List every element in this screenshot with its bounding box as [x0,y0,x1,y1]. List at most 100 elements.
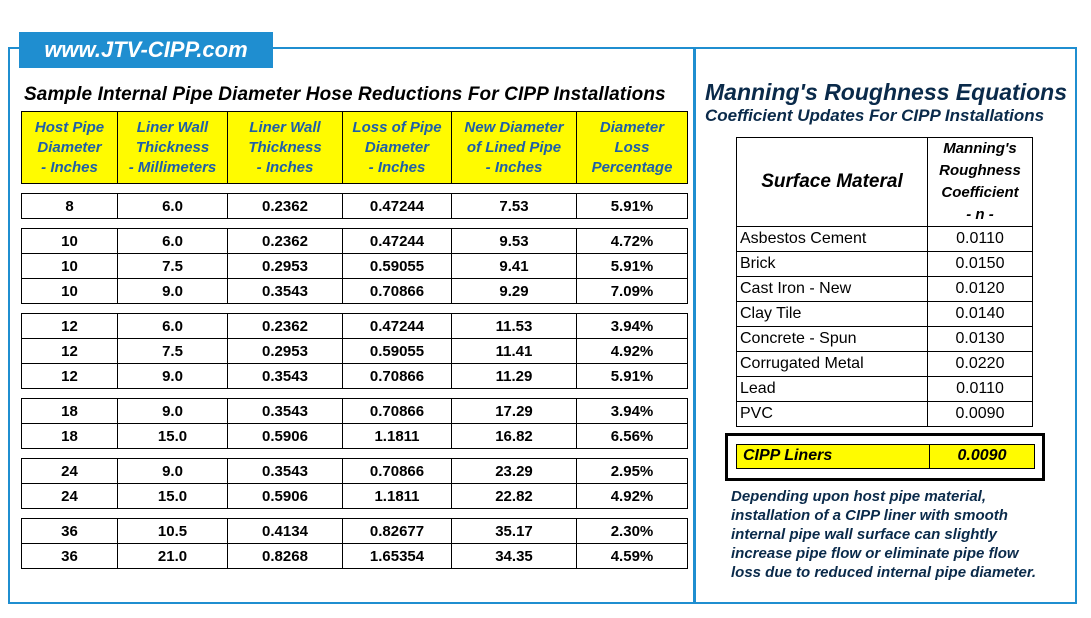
table-cell: 0.59055 [342,253,452,279]
table-cell: 1.65354 [342,543,452,569]
table-cell: 17.29 [451,398,577,424]
table-cell: 0.70866 [342,278,452,304]
table-cell: 22.82 [451,483,577,509]
table-cell: 12 [21,313,118,339]
header-new-diameter: New Diameter of Lined Pipe - Inches [451,111,577,184]
table-row: 12 9.0 0.3543 0.70866 11.29 5.91% [21,363,688,389]
manning-table-body: Asbestos Cement 0.0110 Brick 0.0150 Cast Iro… [736,226,1033,427]
table-cell: 7.09% [576,278,688,304]
table-cell: 18 [21,423,118,449]
spacer-cell [227,448,343,459]
table-cell: 0.2953 [227,253,343,279]
table-row: 10 7.5 0.2953 0.59055 9.41 5.91% [21,253,688,279]
group-spacer [21,388,688,399]
spacer-cell [451,218,577,229]
note-line: Depending upon host pipe material, [731,488,987,505]
material-row: Clay Tile 0.0140 [736,301,1033,327]
spacer-cell [451,303,577,314]
pipe-reduction-table: Host Pipe Diameter - Inches Liner Wall Thic… [21,111,688,569]
spacer-cell [21,388,118,399]
spacer-cell [21,218,118,229]
header-liner-inches: Liner Wall Thickness - Inches [227,111,343,184]
material-row: Asbestos Cement 0.0110 [736,226,1033,252]
spacer-cell [21,448,118,459]
table-cell: 10 [21,253,118,279]
group-spacer [21,303,688,314]
table-cell: 0.5906 [227,423,343,449]
table-cell: 9.0 [117,398,228,424]
table-cell: 2.95% [576,458,688,484]
spacer-cell [576,448,688,459]
header-manning-coefficient: Manning's Roughness Coefficient - n - [927,137,1033,227]
header-loss-percentage: Diameter Loss Percentage [576,111,688,184]
table-cell: 6.0 [117,193,228,219]
table-cell: 0.70866 [342,363,452,389]
spacer-cell [21,303,118,314]
material-name: Concrete - Spun [736,326,928,352]
content-frame [8,47,1077,604]
material-coefficient: 0.0110 [927,226,1033,252]
table-cell: 35.17 [451,518,577,544]
material-row: Corrugated Metal 0.0220 [736,351,1033,377]
material-name: Asbestos Cement [736,226,928,252]
material-row: Cast Iron - New 0.0120 [736,276,1033,302]
table-cell: 5.91% [576,193,688,219]
spacer-cell [117,388,228,399]
table-cell: 0.4134 [227,518,343,544]
manning-title: Manning's Roughness Equations [705,79,1067,105]
spacer-cell [342,218,452,229]
table-cell: 5.91% [576,363,688,389]
material-name: Lead [736,376,928,402]
table-cell: 9.0 [117,278,228,304]
table-row: 24 15.0 0.5906 1.1811 22.82 4.92% [21,483,688,509]
material-name: PVC [736,401,928,427]
table-cell: 5.91% [576,253,688,279]
spacer-cell [117,183,228,194]
table-cell: 12 [21,363,118,389]
table-cell: 0.70866 [342,458,452,484]
table-cell: 6.0 [117,228,228,254]
table-cell: 0.47244 [342,193,452,219]
table-cell: 0.2953 [227,338,343,364]
table-cell: 9.29 [451,278,577,304]
table-cell: 0.2362 [227,313,343,339]
group-spacer [21,448,688,459]
spacer-cell [117,448,228,459]
table-cell: 11.29 [451,363,577,389]
material-coefficient: 0.0090 [927,401,1033,427]
spacer-cell [227,508,343,519]
table-cell: 7.53 [451,193,577,219]
cipp-liners-label: CIPP Liners [743,447,833,464]
table-cell: 8 [21,193,118,219]
table-cell: 3.94% [576,313,688,339]
table-cell: 34.35 [451,543,577,569]
spacer-cell [342,508,452,519]
material-coefficient: 0.0140 [927,301,1033,327]
site-url-badge[interactable]: www.JTV-CIPP.com [19,32,273,68]
manning-header-row: Surface Materal Manning's Roughness Coeff… [736,137,1033,227]
table-row: 24 9.0 0.3543 0.70866 23.29 2.95% [21,458,688,484]
cipp-divider [929,445,930,468]
spacer-cell [342,388,452,399]
spacer-cell [117,508,228,519]
table-cell: 0.3543 [227,278,343,304]
table-row: 36 10.5 0.4134 0.82677 35.17 2.30% [21,518,688,544]
spacer-cell [342,183,452,194]
table-cell: 1.1811 [342,483,452,509]
spacer-cell [451,448,577,459]
table-cell: 0.59055 [342,338,452,364]
material-coefficient: 0.0130 [927,326,1033,352]
material-row: Concrete - Spun 0.0130 [736,326,1033,352]
group-spacer [21,218,688,229]
table-row: 8 6.0 0.2362 0.47244 7.53 5.91% [21,193,688,219]
cipp-liners-row: CIPP Liners 0.0090 [736,444,1035,469]
table-cell: 6.0 [117,313,228,339]
header-loss-diameter: Loss of Pipe Diameter - Inches [342,111,452,184]
table-cell: 9.53 [451,228,577,254]
pipe-table-body: 8 6.0 0.2362 0.47244 7.53 5.91% 10 6.0 0.2362 0.4… [21,183,688,569]
spacer-cell [227,218,343,229]
table-cell: 24 [21,483,118,509]
table-cell: 0.3543 [227,398,343,424]
table-cell: 15.0 [117,423,228,449]
table-cell: 1.1811 [342,423,452,449]
